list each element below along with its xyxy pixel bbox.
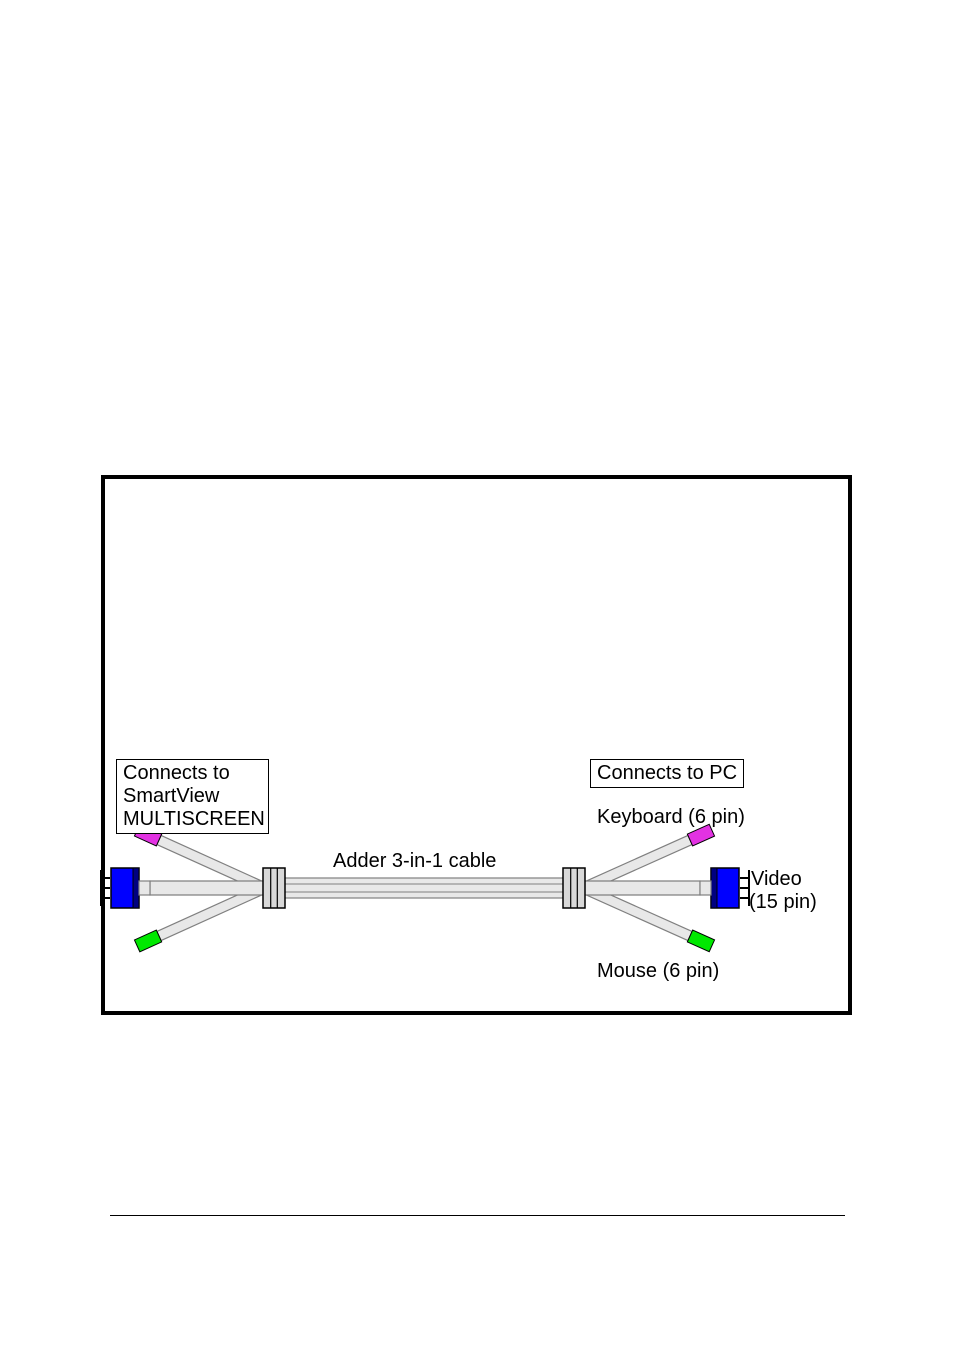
video-label-line2: (15 pin) xyxy=(749,891,817,914)
left-connects-box: Connects toSmartViewMULTISCREEN xyxy=(116,759,269,834)
diagram-svg xyxy=(0,0,954,1351)
mouse-label: Mouse (6 pin) xyxy=(597,960,719,983)
cable-label: Adder 3-in-1 cable xyxy=(333,850,496,873)
footer-rule xyxy=(110,1215,845,1216)
video-label-line1: Video xyxy=(751,868,802,891)
keyboard-label: Keyboard (6 pin) xyxy=(597,806,745,829)
right-connects-box: Connects to PC xyxy=(590,759,744,788)
